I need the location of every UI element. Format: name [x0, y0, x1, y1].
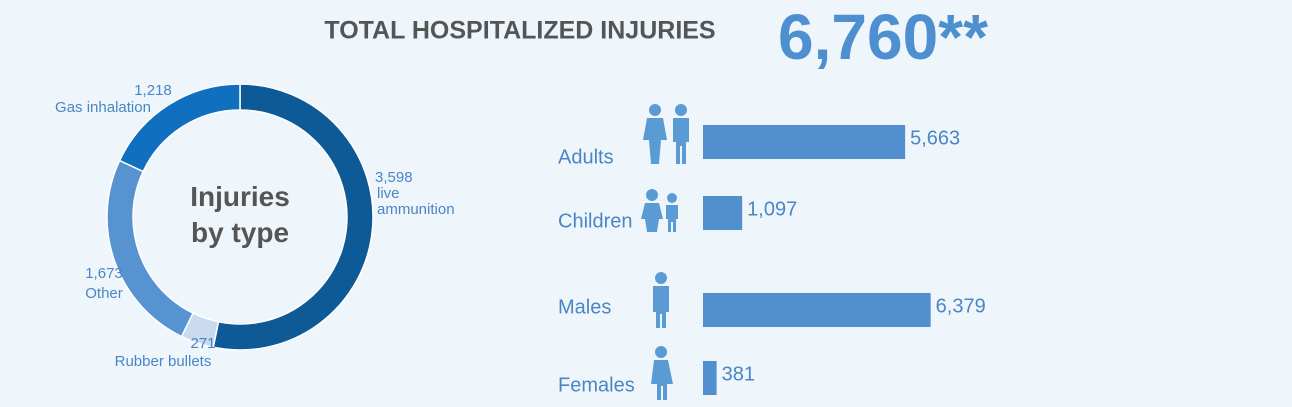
total: 6,760**	[778, 1, 988, 73]
bar	[703, 125, 906, 159]
donut-slice	[106, 159, 195, 338]
category-label: live ammunition	[377, 185, 455, 218]
value-label: 1,218	[134, 82, 172, 99]
category-label: Adults	[558, 146, 614, 168]
male-icon	[653, 272, 669, 328]
bar	[703, 361, 717, 395]
title: TOTAL HOSPITALIZED INJURIES	[324, 17, 715, 45]
category-label: Females	[558, 374, 635, 396]
category-label: Children	[558, 210, 632, 232]
value-label: 1,673	[85, 265, 123, 282]
adults-icon	[643, 104, 689, 164]
female-icon	[651, 346, 673, 400]
center-label: Injuries by type	[190, 181, 290, 248]
bar	[703, 293, 931, 327]
donut-slice	[118, 83, 241, 173]
donut-slice	[212, 83, 374, 351]
value-label: 1,097	[747, 198, 797, 220]
bar	[703, 196, 743, 230]
value-label: 381	[722, 363, 755, 385]
value-label: 5,663	[910, 127, 960, 149]
category-label: Gas inhalation	[55, 99, 151, 116]
children-icon	[641, 189, 678, 232]
value-label: 6,379	[936, 295, 986, 317]
value-label: 3,598	[375, 169, 413, 186]
category-label: Rubber bullets	[115, 353, 212, 370]
value-label: 271	[190, 335, 215, 352]
category-label: Males	[558, 296, 611, 318]
category-label: Other	[85, 285, 123, 302]
